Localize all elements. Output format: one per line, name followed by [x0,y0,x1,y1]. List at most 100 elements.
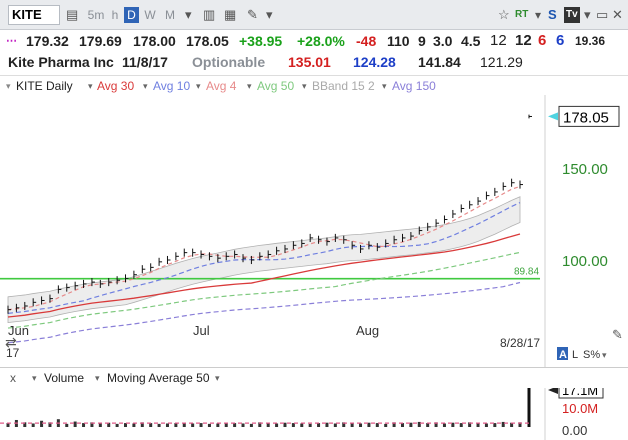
volume-bar [31,423,35,427]
low-price: 178.00 [133,33,176,49]
chevron-down-icon[interactable]: ▾ [143,81,148,91]
stat-1: -48 [356,33,377,49]
legend-symbol-period[interactable]: KITE Daily [16,79,73,93]
year-label: 17 [6,346,20,360]
volume-bar [359,423,363,427]
info-date: 11/8/17 [122,54,168,70]
stat-7: 12 [515,32,532,49]
close-icon[interactable]: ✕ [612,7,623,22]
stat-9: 6 [556,32,565,49]
high-price: 179.69 [79,33,122,49]
chevron-down-icon[interactable]: ▾ [6,81,11,91]
volume-bar [325,422,329,427]
quote-row: ⋯ 179.32 179.69 178.00 178.05 +38.95 +28… [0,31,628,51]
prev-price: 178.05 [186,33,229,49]
chevron-down-icon[interactable]: ▾ [32,373,37,383]
last-price: 179.32 [26,33,69,49]
chevron-down-icon[interactable]: ▾ [215,373,220,383]
timeframe-h[interactable]: h [111,8,119,22]
volume-bar [182,422,186,427]
chevron-down-icon[interactable]: ▾ [302,81,307,91]
volume-bar [283,422,287,427]
volume-bar [409,422,413,427]
stat-4: 3.0 [433,33,453,49]
drop-icon[interactable]: ▾ [535,8,542,22]
volume-bar [468,422,472,427]
volume-bar [484,423,488,427]
volume-bar [308,423,312,427]
timeframe-d[interactable]: D [124,7,139,23]
stat-10: 19.36 [575,34,606,48]
menu-icon[interactable]: ▾ [266,7,273,22]
timeframe-w[interactable]: W [144,8,156,22]
legend-avg150[interactable]: Avg 150 [392,79,436,93]
price-chart[interactable]: 89.84 100.00 150.00 178.05 Jun Jul Aug 17 8/28/… [0,95,628,367]
volume-bar [392,422,396,427]
volume-y-label: 10.0M [562,401,598,416]
volume-bar [518,422,522,427]
legend-bband[interactable]: BBand 15 2 [312,79,375,93]
volume-bar [317,423,321,427]
volume-bar [82,423,86,427]
current-price-label: 178.05 [563,109,609,126]
chevron-down-icon[interactable]: ▾ [247,81,252,91]
stat-2: 110 [387,33,410,49]
restore-icon[interactable]: ▭ [596,7,609,22]
pencil-icon[interactable]: ✎ [247,7,258,22]
timeframe-m[interactable]: M [165,8,175,22]
timeframe-5m[interactable]: 5m [87,8,105,22]
tv-menu-icon[interactable]: ▾ [584,7,591,22]
current-price-box [558,105,620,127]
legend-avg10[interactable]: Avg 10 [153,79,191,93]
volume-bar [216,423,220,427]
price-pointer-icon [548,112,558,121]
volume-bar [434,422,438,427]
bar-chart-icon[interactable]: ▥ [203,7,216,22]
value-blue: 124.28 [353,54,396,70]
volume-label[interactable]: Volume [44,371,85,385]
volume-bar [90,422,94,427]
volume-y-label: 17.1M [562,388,598,398]
grid-icon[interactable]: ▦ [224,7,237,22]
volume-chart[interactable]: 17.1M 10.0M 0.00 [0,388,628,440]
volume-bar [384,423,388,427]
avg10-line [7,202,521,314]
optionable-label: Optionable [192,54,266,70]
volume-bar [266,423,270,427]
symbol-input[interactable]: KITE [8,5,60,25]
volume-bar [510,422,514,427]
stat-6: 12 [490,32,507,49]
volume-bar [249,423,253,427]
volume-bar [6,423,10,427]
volume-bar [476,422,480,427]
volume-bar [342,422,346,427]
chevron-down-icon[interactable]: ▾ [95,373,100,383]
close-icon[interactable]: x [10,371,16,385]
dots-icon[interactable]: ⋯ [6,35,17,47]
star-icon[interactable]: ☆ [498,7,510,22]
chart-legend: ▾ KITE Daily ▾ Avg 30 ▾ Avg 10 ▾ Avg 4 ▾… [0,75,628,95]
tv-button[interactable]: Tv [564,7,580,23]
volume-bar [124,423,128,427]
avg50-line [7,251,521,329]
volume-bar [241,423,245,427]
legend-avg30[interactable]: Avg 30 [97,79,135,93]
stat-3: 9 [418,33,426,49]
chevron-down-icon[interactable]: ▾ [382,81,387,91]
volume-bar [400,423,404,427]
volume-bar [40,420,44,427]
legend-avg4[interactable]: Avg 4 [206,79,237,93]
settings-icon[interactable]: ▾ [185,7,192,22]
legend-avg50[interactable]: Avg 50 [257,79,295,93]
volume-bar [501,421,505,427]
volume-ma-label[interactable]: Moving Average 50 [107,371,210,385]
print-icon[interactable]: ▤ [66,7,79,22]
rt-button[interactable]: RT [515,9,529,20]
volume-bar [493,423,497,427]
volume-bar [149,423,153,427]
volume-bar [140,422,144,427]
s-button[interactable]: S [548,7,557,22]
chevron-down-icon[interactable]: ▾ [196,81,201,91]
refresh-icon: ⇄ [5,335,17,351]
chevron-down-icon[interactable]: ▾ [88,81,93,91]
